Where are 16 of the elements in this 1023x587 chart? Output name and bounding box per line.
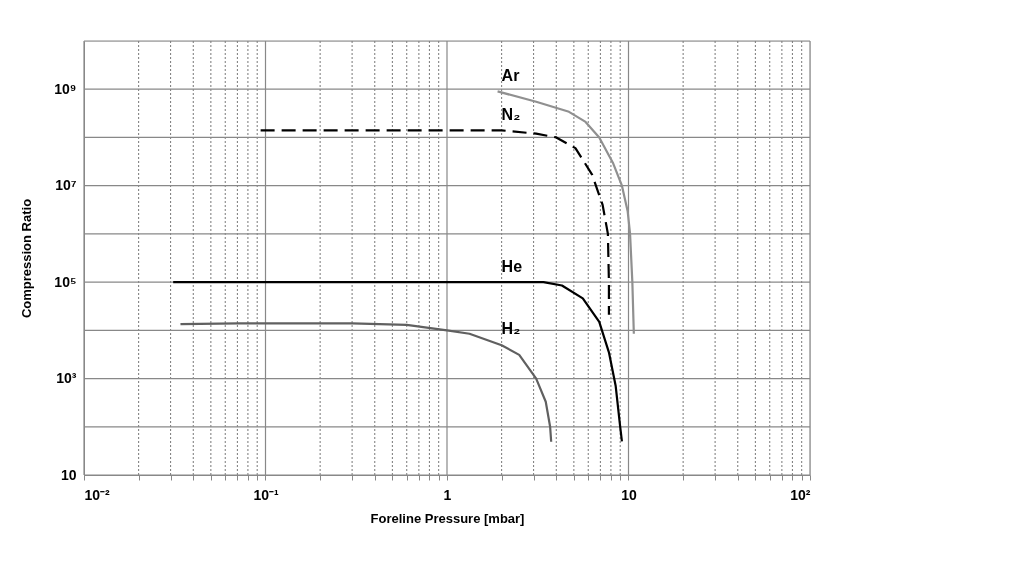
x-tick-label: 1 (443, 486, 452, 503)
series-label: N₂ (501, 106, 521, 124)
x-tick-label: 10 (621, 486, 637, 503)
y-tick-label: 10⁹ (54, 80, 77, 97)
y-tick-label: 10 (60, 466, 77, 483)
x-tick-label: 10⁻² (84, 486, 111, 503)
series-label: He (501, 258, 523, 276)
series-label: H₂ (501, 319, 521, 337)
series-label: Ar (501, 67, 520, 85)
y-axis-title: Compression Ratio (19, 198, 35, 319)
y-tick-label: 10³ (56, 370, 77, 387)
x-tick-label: 10² (790, 486, 811, 503)
x-tick-label: 10⁻¹ (253, 486, 279, 503)
y-tick-label: 10⁵ (54, 273, 77, 290)
y-tick-label: 10⁷ (55, 177, 77, 194)
x-axis-title: Foreline Pressure [mbar] (370, 510, 525, 526)
